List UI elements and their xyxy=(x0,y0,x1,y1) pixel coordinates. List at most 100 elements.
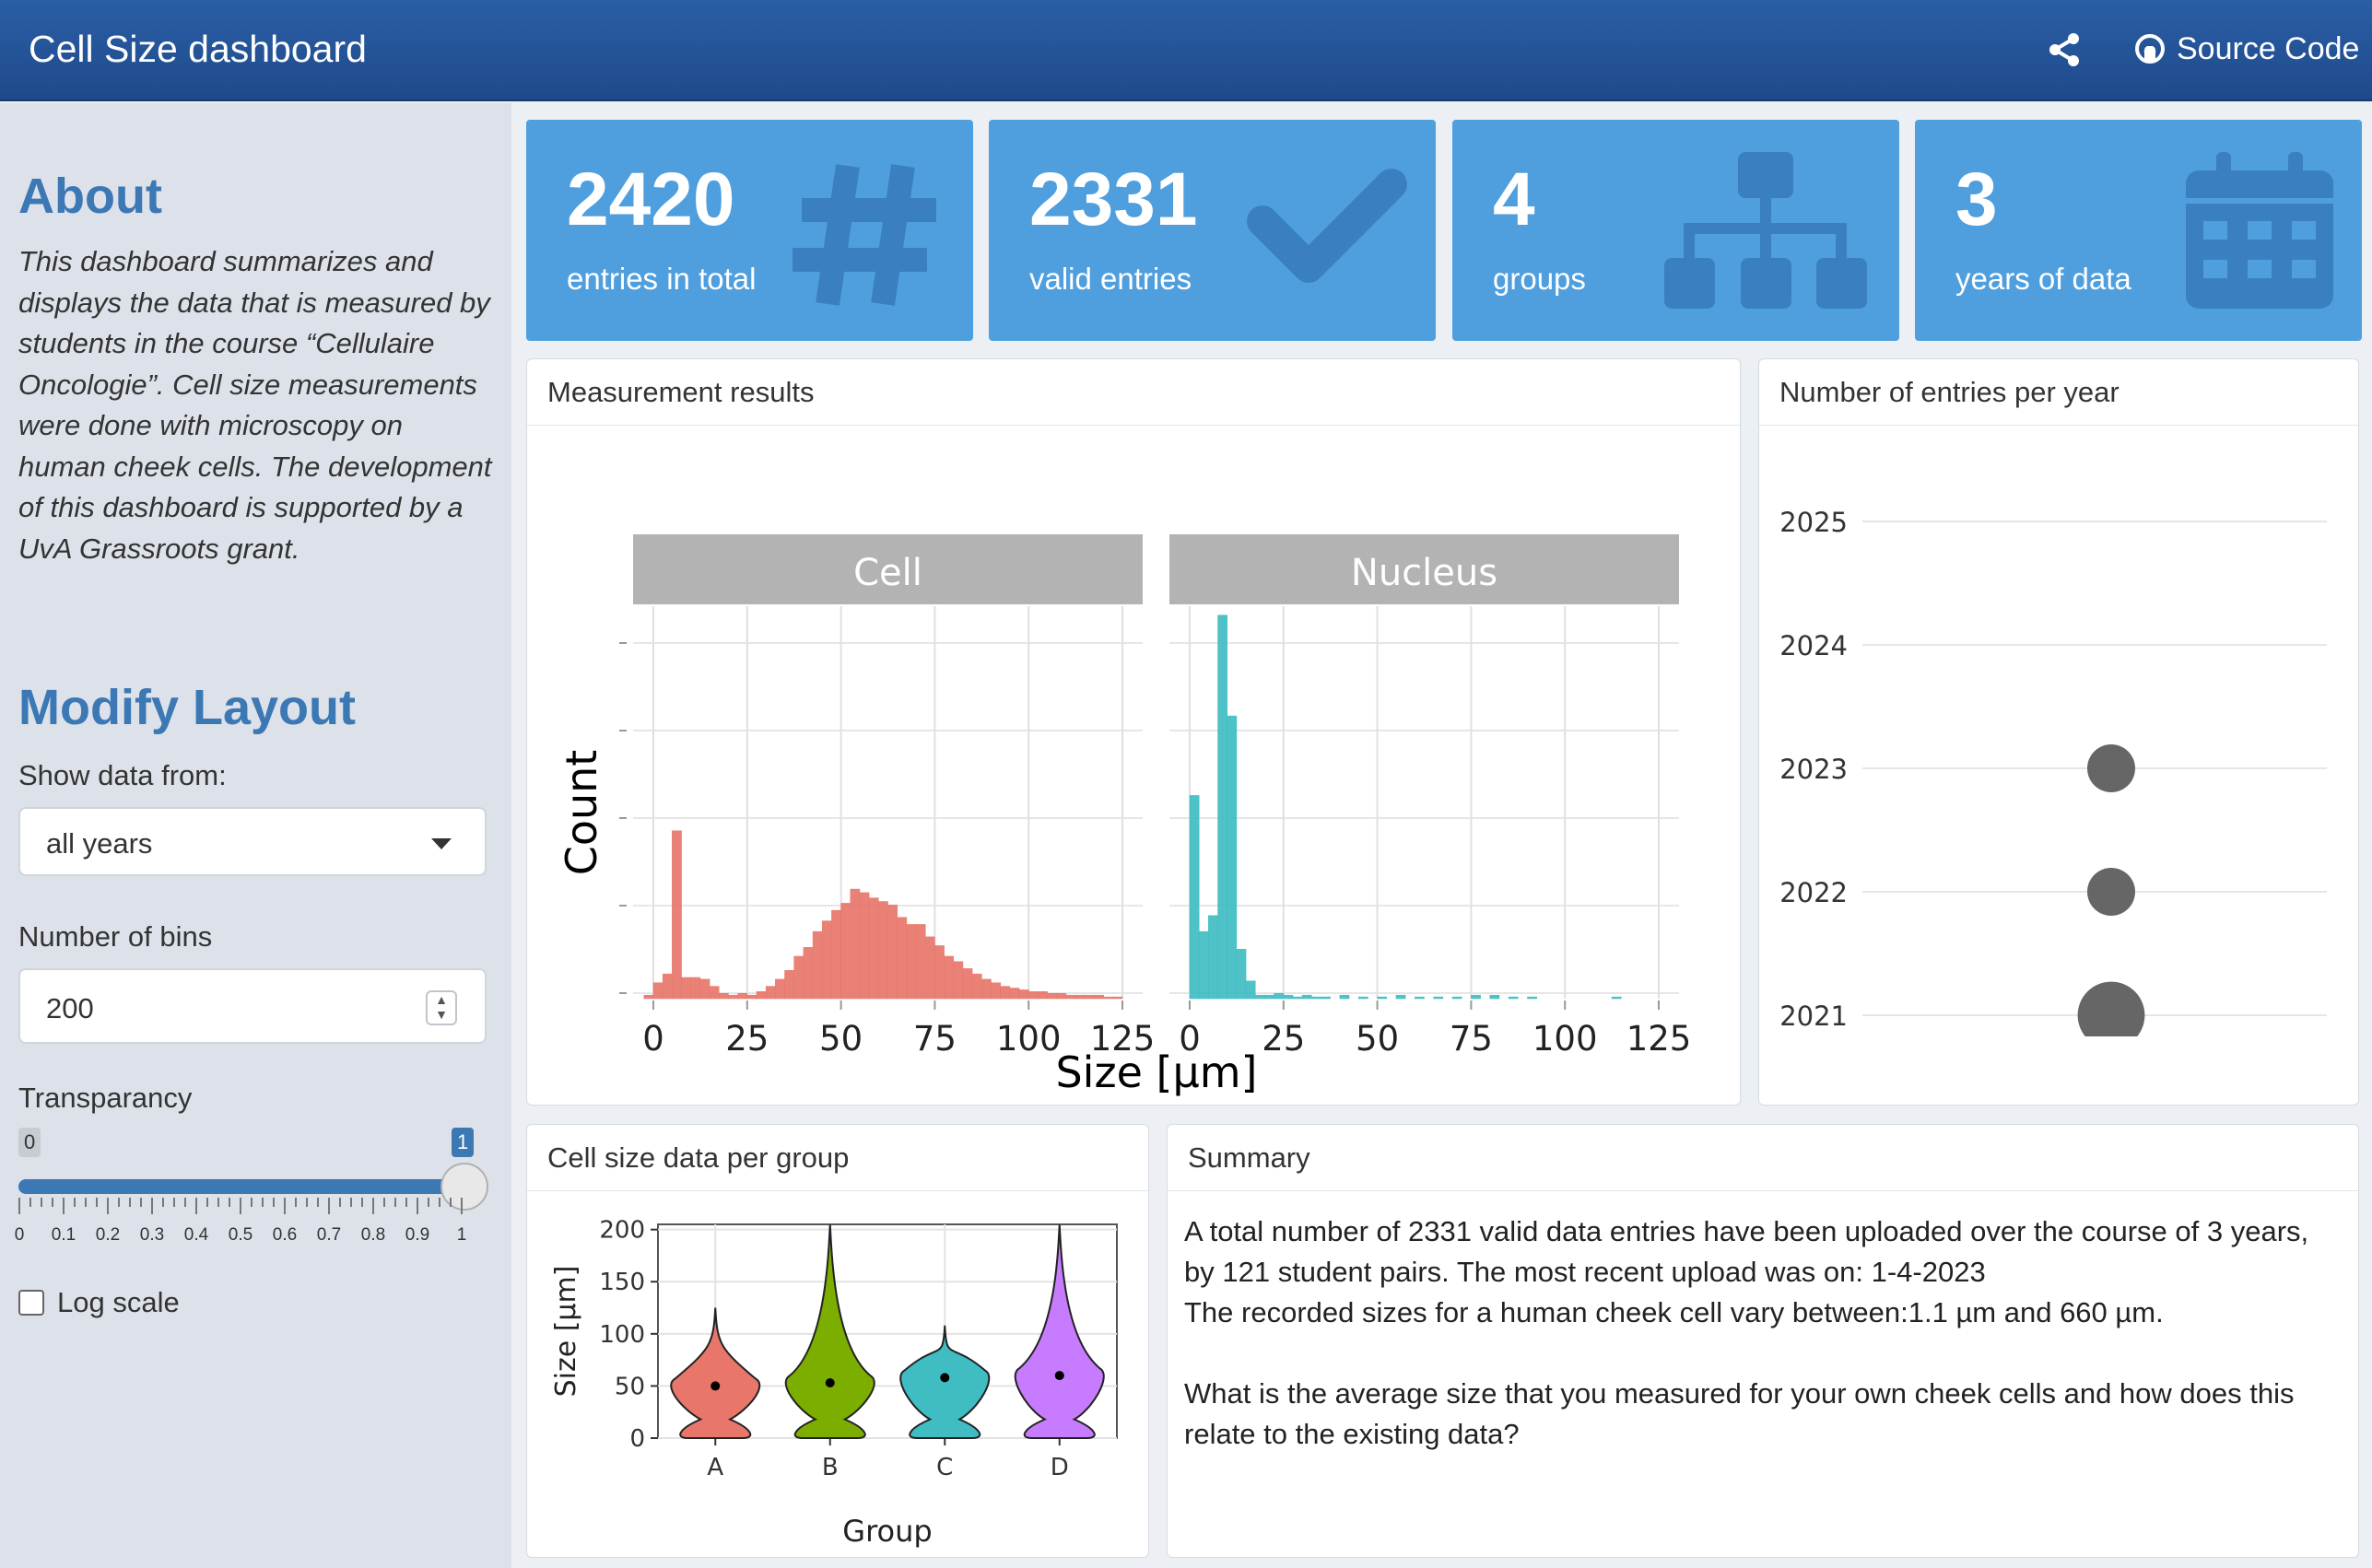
log-scale-checkbox[interactable]: Log scale xyxy=(18,1286,180,1319)
about-heading: About xyxy=(18,169,162,224)
checkbox-box[interactable] xyxy=(18,1290,44,1316)
slider-tick-label: 0.6 xyxy=(272,1225,298,1245)
slider-tick xyxy=(417,1198,418,1214)
entries-card-title: Number of entries per year xyxy=(1759,359,2358,426)
nucleus-bar xyxy=(1395,994,1406,1000)
nucleus-bar xyxy=(1292,996,1303,1000)
summary-card: Summary A total number of 2331 valid dat… xyxy=(1167,1124,2359,1558)
cell-bar xyxy=(737,992,748,1000)
slider-tick xyxy=(251,1198,252,1207)
transparency-slider[interactable]: 0 1 0 0.1 0.2 0.3 0.4 0.5 0.6 0.7 0.8 0.9 1 xyxy=(15,1124,488,1253)
bins-input-value: 200 xyxy=(46,992,94,1024)
cell-bar xyxy=(868,897,879,1000)
modify-layout-heading: Modify Layout xyxy=(18,680,356,735)
cell-bar xyxy=(690,977,701,1000)
cell-bar xyxy=(1065,994,1076,1000)
measurement-card-title: Measurement results xyxy=(527,359,1740,426)
violin-card-title: Cell size data per group xyxy=(527,1125,1148,1191)
slider-tick-label: 0.1 xyxy=(51,1225,76,1245)
cell-bar xyxy=(1094,994,1104,1000)
years-value: 3 xyxy=(1955,158,1998,241)
cell-bar xyxy=(1074,994,1086,1000)
cell-bar xyxy=(1027,991,1039,1000)
nucleus-bar xyxy=(1489,994,1500,1000)
slider-handle[interactable] xyxy=(440,1163,488,1211)
violin-shape xyxy=(784,1223,875,1439)
slider-tick xyxy=(284,1198,286,1214)
y-tick-label: 200 xyxy=(599,1217,645,1245)
check-icon xyxy=(1247,169,1407,283)
slider-tick xyxy=(151,1198,153,1214)
cell-bar xyxy=(643,994,654,1000)
median-point xyxy=(940,1373,950,1383)
nucleus-bar xyxy=(1283,994,1294,1000)
slider-tick xyxy=(74,1198,76,1207)
year-select-value: all years xyxy=(46,827,153,860)
slider-tick xyxy=(394,1198,396,1207)
cell-bar xyxy=(1000,986,1011,1000)
share-icon[interactable] xyxy=(2046,31,2083,68)
summary-text: A total number of 2331 valid data entrie… xyxy=(1168,1191,2358,1475)
slider-tick-label: 0.3 xyxy=(139,1225,165,1245)
nucleus-bar xyxy=(1264,994,1274,1000)
source-code-link[interactable]: Source Code xyxy=(2134,28,2359,70)
slider-tick xyxy=(52,1198,53,1207)
year-bubble xyxy=(2087,868,2135,916)
nucleus-bar xyxy=(1471,994,1481,1000)
slider-tick xyxy=(85,1198,87,1207)
cell-bar xyxy=(652,982,663,1000)
cell-bar xyxy=(887,905,898,1000)
y-tick-label: 0 xyxy=(629,1425,645,1453)
year-select[interactable]: all years xyxy=(18,807,487,876)
x-tick-label: D xyxy=(1051,1454,1069,1481)
cell-bar xyxy=(719,992,729,1000)
cell-bar xyxy=(1085,994,1095,1000)
nucleus-bar xyxy=(1433,996,1444,1000)
x-tick-label: 50 xyxy=(819,1019,863,1059)
slider-tick xyxy=(41,1198,42,1207)
bins-label: Number of bins xyxy=(18,920,213,953)
cell-bar xyxy=(1103,996,1114,1000)
slider-tick-label: 1 xyxy=(456,1225,467,1245)
cell-bar xyxy=(1112,996,1123,1000)
slider-tick xyxy=(29,1198,31,1207)
cell-bar xyxy=(812,930,823,1000)
total-entries-label: entries in total xyxy=(567,262,757,296)
x-tick-label: 100 xyxy=(1532,1019,1598,1059)
cell-bar xyxy=(821,920,832,1000)
spinner-icon[interactable]: ▲ ▼ xyxy=(426,990,457,1025)
slider-tick xyxy=(195,1198,197,1214)
violin-chart: 0 50 100 150 200 Size [µm] Group A B C D xyxy=(550,1217,1118,1549)
cell-bar xyxy=(831,909,841,1000)
calendar-icon xyxy=(2186,152,2333,309)
nucleus-bar xyxy=(1611,996,1622,1000)
slider-tick xyxy=(173,1198,175,1207)
slider-tick xyxy=(372,1198,374,1214)
nucleus-bar xyxy=(1208,915,1218,1000)
groups-label: groups xyxy=(1493,262,1586,296)
slider-tick xyxy=(350,1198,352,1207)
nucleus-bar xyxy=(1245,980,1256,1000)
cell-bar xyxy=(840,903,851,1000)
nucleus-bar xyxy=(1357,996,1368,1000)
slider-track[interactable] xyxy=(18,1179,465,1194)
cell-bar xyxy=(756,991,767,1000)
bins-input[interactable]: 200 ▲ ▼ xyxy=(18,968,487,1044)
slider-tick xyxy=(439,1198,440,1207)
slider-tick xyxy=(63,1198,65,1214)
slider-ticks xyxy=(18,1198,465,1216)
x-tick-label: 100 xyxy=(996,1019,1062,1059)
summary-question: What is the average size that you measur… xyxy=(1184,1377,2295,1450)
x-tick-label: 75 xyxy=(1450,1019,1493,1059)
cell-bar xyxy=(1009,988,1020,1000)
slider-tick-label: 0.9 xyxy=(405,1225,430,1245)
cell-bar xyxy=(878,901,888,1000)
facet-strip xyxy=(633,534,1143,604)
caret-down-icon xyxy=(431,838,452,849)
slider-tick-label: 0.8 xyxy=(360,1225,386,1245)
slider-tick-label: 0.4 xyxy=(183,1225,209,1245)
cell-bar xyxy=(765,986,776,1000)
slider-tick xyxy=(339,1198,341,1207)
value-box-valid: 2331 valid entries xyxy=(989,120,1436,341)
navbar: Cell Size dashboard Source Code xyxy=(0,0,2372,101)
